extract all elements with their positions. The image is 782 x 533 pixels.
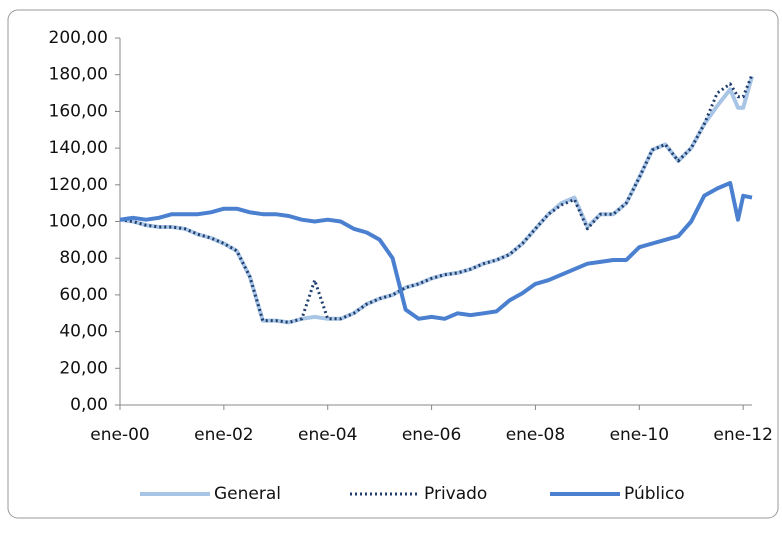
legend-label: Privado <box>424 484 487 504</box>
y-tick-label: 0,00 <box>70 395 108 415</box>
x-tick-label: ene-10 <box>610 425 669 445</box>
x-tick-label: ene-06 <box>402 425 461 445</box>
series-line <box>119 75 754 325</box>
x-tick-label: ene-04 <box>298 425 357 445</box>
legend-label: Público <box>624 484 685 504</box>
y-tick-label: 160,00 <box>49 101 108 121</box>
y-tick-label: 60,00 <box>59 285 108 305</box>
y-tick-label: 80,00 <box>59 248 108 268</box>
x-tick-label: ene-08 <box>506 425 565 445</box>
x-tick-label: ene-00 <box>90 425 149 445</box>
y-tick-label: 20,00 <box>59 358 108 378</box>
y-tick-label: 40,00 <box>59 322 108 342</box>
y-tick-label: 180,00 <box>49 65 108 85</box>
y-tick-label: 100,00 <box>49 212 108 232</box>
legend-label: General <box>214 484 281 504</box>
y-tick-label: 140,00 <box>49 138 108 158</box>
x-tick-label: ene-02 <box>194 425 253 445</box>
y-tick-label: 120,00 <box>49 175 108 195</box>
y-tick-label: 200,00 <box>49 28 108 48</box>
series-line <box>119 181 753 321</box>
x-tick-label: ene-12 <box>713 425 772 445</box>
